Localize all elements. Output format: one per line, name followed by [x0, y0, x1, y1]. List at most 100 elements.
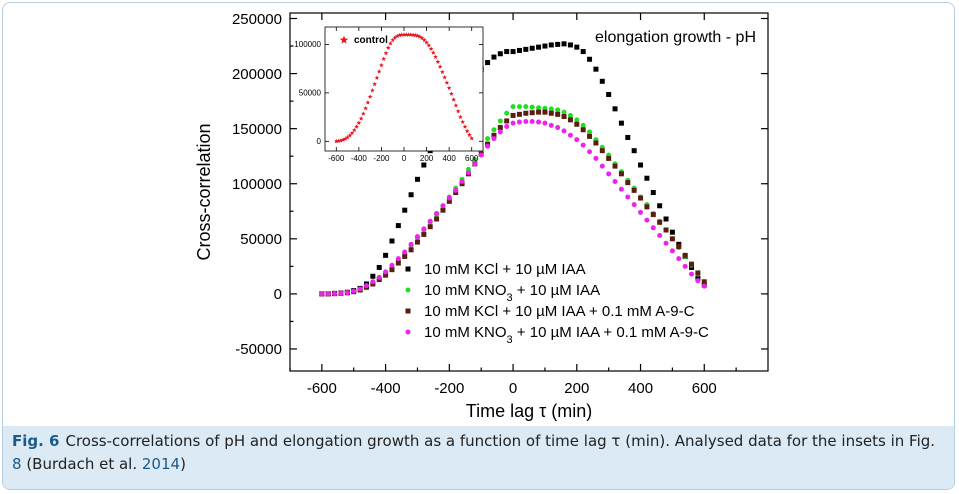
- main-data-point: [351, 288, 357, 294]
- main-x-tick-label: -200: [434, 380, 464, 397]
- inset-data-point: [365, 100, 371, 105]
- main-data-point: [516, 119, 522, 125]
- inset-data-point: [403, 32, 409, 37]
- inset-x-tick-label: 0: [402, 154, 407, 163]
- main-data-point: [593, 140, 599, 146]
- main-data-point: [548, 42, 554, 48]
- main-data-point: [446, 198, 452, 204]
- main-data-point: [402, 207, 408, 213]
- main-legend-marker: [405, 266, 411, 272]
- main-data-point: [574, 121, 580, 127]
- inset-data-point: [340, 137, 346, 142]
- inset-data-point: [417, 34, 423, 39]
- main-data-point: [657, 219, 663, 225]
- main-data-point: [612, 163, 618, 169]
- inset-x-tick-label: 600: [465, 154, 479, 163]
- inset-data-point: [379, 62, 384, 68]
- main-data-point: [389, 262, 395, 268]
- main-data-point: [682, 252, 688, 258]
- main-data-point: [599, 148, 605, 154]
- main-data-point: [587, 56, 593, 62]
- figure-reference-link[interactable]: 8: [12, 455, 22, 473]
- inset-plot-frame: [324, 26, 484, 152]
- main-data-point: [523, 104, 529, 110]
- main-data-point: [325, 291, 331, 297]
- main-data-point: [465, 170, 471, 176]
- inset-data-point: [390, 37, 396, 43]
- inset-data-point: [367, 94, 373, 99]
- inset-data-point: [435, 59, 441, 64]
- main-data-point: [567, 42, 573, 48]
- inset-data-point: [347, 133, 353, 138]
- main-data-point: [510, 49, 516, 55]
- inset-data-point: [439, 69, 445, 75]
- main-data-point: [593, 155, 599, 161]
- main-data-point: [650, 190, 656, 196]
- inset-data-point: [449, 91, 454, 96]
- main-data-point: [414, 176, 420, 182]
- main-data-point: [485, 60, 491, 66]
- inset-data-point: [469, 135, 475, 141]
- main-data-point: [650, 225, 656, 231]
- main-data-point: [612, 179, 618, 185]
- main-data-point: [644, 175, 650, 181]
- caption-text-2: (Burdach et al.: [21, 455, 142, 473]
- main-data-point: [516, 104, 522, 110]
- caption-band: [3, 426, 954, 489]
- inset-data-point: [451, 97, 457, 102]
- main-data-point: [529, 45, 535, 51]
- inset-data-point: [397, 32, 402, 38]
- main-data-point: [383, 272, 389, 278]
- inset-data-point: [421, 37, 427, 43]
- inset-data-point: [399, 32, 405, 37]
- main-data-point: [580, 142, 586, 148]
- inset-data-point: [406, 32, 411, 37]
- main-data-point: [548, 122, 554, 128]
- figure-caption: Fig. 6 Cross-correlations of pH and elong…: [12, 430, 947, 476]
- main-data-point: [504, 123, 510, 129]
- main-x-tick-label: -600: [307, 380, 337, 397]
- inset-data-point: [453, 102, 459, 108]
- main-y-axis-title: Cross-correlation: [194, 123, 214, 260]
- main-data-point: [542, 43, 548, 49]
- main-data-point: [593, 66, 599, 72]
- inset-data-point: [419, 35, 425, 41]
- main-data-point: [523, 110, 529, 116]
- main-data-point: [638, 209, 644, 215]
- main-data-point: [536, 109, 542, 115]
- main-data-point: [332, 291, 338, 297]
- main-data-point: [548, 110, 554, 116]
- inset-y-tick-label: 50000: [299, 89, 322, 98]
- main-data-point: [376, 274, 382, 280]
- main-y-tick-label: 200000: [232, 66, 282, 83]
- inset-data-point: [455, 108, 461, 114]
- main-data-point: [370, 273, 376, 279]
- main-data-point: [478, 152, 484, 158]
- main-data-point: [561, 128, 567, 134]
- main-data-point: [669, 229, 675, 235]
- main-legend-entry-2: 10 mM KNO3 + 10 µM IAA: [405, 282, 600, 304]
- main-data-point: [599, 163, 605, 169]
- inset-data-point: [394, 33, 400, 39]
- citation-year-link[interactable]: 2014: [141, 455, 181, 473]
- inset-data-point: [446, 85, 452, 91]
- main-data-point: [580, 49, 586, 55]
- main-data-point: [440, 207, 446, 213]
- inset-data-point: [415, 33, 420, 38]
- inset-data-point: [458, 114, 463, 120]
- main-data-point: [472, 161, 478, 167]
- main-data-point: [676, 244, 682, 250]
- inset-data-point: [388, 40, 393, 46]
- main-data-point: [574, 137, 580, 143]
- inset-chart: -600 -400 -200 0 200 400 600 0 50000 100000 contro…: [294, 26, 484, 163]
- inset-data-point: [358, 116, 364, 121]
- main-data-point: [542, 109, 548, 115]
- main-data-point: [625, 134, 631, 140]
- inset-data-point: [363, 105, 369, 111]
- main-data-point: [395, 260, 401, 266]
- main-data-point: [453, 187, 459, 193]
- main-data-point: [504, 110, 510, 116]
- main-data-point: [669, 248, 675, 254]
- main-x-axis-title: Time lag τ (min): [466, 401, 592, 421]
